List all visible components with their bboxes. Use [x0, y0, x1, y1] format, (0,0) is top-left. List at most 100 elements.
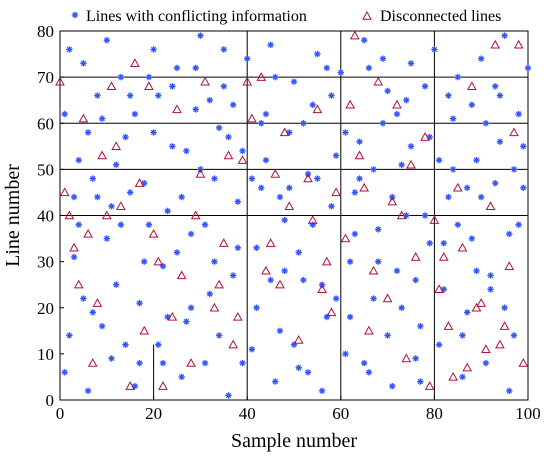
conflicting-point [501, 32, 508, 39]
conflicting-point [248, 346, 256, 353]
conflicting-point [473, 156, 480, 164]
conflicting-point [407, 143, 415, 150]
disconnected-point [176, 270, 187, 280]
conflicting-point [178, 373, 185, 381]
x-tick-label: 40 [239, 404, 256, 423]
disconnected-point [64, 210, 75, 220]
conflicting-point [127, 189, 134, 196]
disconnected-point [312, 104, 323, 114]
conflicting-point [440, 239, 447, 247]
disconnected-point [373, 76, 384, 86]
conflicting-point [370, 295, 377, 302]
conflicting-point [206, 290, 213, 298]
conflicting-point [290, 341, 298, 348]
disconnected-point [261, 265, 271, 275]
disconnected-point [158, 381, 168, 390]
disconnected-point [195, 168, 206, 178]
disconnected-point [504, 261, 515, 270]
conflicting-point [281, 267, 288, 275]
conflicting-point [192, 64, 199, 72]
legend-label-conflicting: Lines with conflicting information [86, 8, 307, 25]
conflicting-point [346, 258, 354, 265]
conflicting-point [197, 32, 204, 39]
disconnected-point [429, 215, 440, 224]
conflicting-point [187, 230, 195, 238]
disconnected-point [172, 104, 182, 114]
disconnected-point [97, 150, 107, 160]
conflicting-point [384, 87, 391, 95]
y-tick-label: 60 [37, 114, 54, 133]
conflicting-point [276, 193, 284, 201]
disconnected-point [499, 321, 510, 330]
conflicting-point [492, 180, 499, 187]
disconnected-point [387, 196, 398, 206]
conflicting-point [225, 133, 232, 141]
conflicting-point [192, 106, 199, 113]
disconnected-point [518, 358, 529, 367]
conflicting-point [487, 272, 494, 279]
conflicting-point [478, 193, 485, 201]
conflicting-point [61, 110, 68, 118]
conflicting-point [351, 230, 359, 238]
conflicting-point [304, 369, 312, 376]
conflicting-point [426, 239, 433, 247]
conflicting-point [155, 92, 162, 99]
conflicting-point [403, 96, 410, 104]
conflicting-point [127, 92, 134, 99]
conflicting-point [356, 138, 363, 145]
conflicting-point [510, 332, 518, 339]
conflicting-point [131, 110, 139, 118]
conflicting-point [281, 216, 288, 224]
conflicting-point [169, 83, 176, 90]
disconnected-point [111, 141, 122, 151]
disconnected-point [420, 132, 430, 141]
disconnected-point [345, 99, 356, 109]
conflicting-point [482, 120, 490, 127]
disconnected-point [59, 187, 70, 197]
conflicting-point [98, 115, 106, 122]
conflicting-point [84, 387, 92, 394]
conflicting-point [463, 184, 471, 192]
conflicting-point [435, 156, 443, 164]
disconnected-point [364, 325, 374, 335]
conflicting-point [150, 46, 157, 53]
conflicting-point [496, 138, 504, 145]
disconnected-point [167, 311, 178, 321]
disconnected-point [83, 228, 93, 238]
conflicting-point [492, 83, 499, 90]
conflicting-point [75, 156, 82, 164]
conflicting-point [159, 359, 167, 367]
disconnected-point [509, 127, 519, 137]
x-axis-title: Sample number [231, 430, 357, 452]
y-tick-label: 30 [37, 253, 54, 272]
conflicting-point [515, 110, 522, 118]
conflicting-point [234, 198, 242, 205]
legend-label-disconnected: Disconnected lines [380, 8, 501, 25]
conflicting-point [183, 318, 190, 325]
y-axis-title: Line number [2, 164, 24, 267]
conflicting-point [501, 304, 508, 311]
plot-area [55, 30, 532, 401]
conflicting-point [520, 143, 527, 150]
disconnected-point [359, 182, 370, 192]
disconnected-point [279, 127, 290, 137]
conflicting-point [506, 230, 513, 238]
conflicting-point [417, 378, 424, 385]
conflicting-point [98, 323, 106, 330]
disconnected-point [448, 371, 458, 381]
conflicting-point [215, 124, 223, 132]
conflicting-point [169, 143, 176, 150]
conflicting-point [435, 341, 443, 348]
series-conflicting [61, 32, 532, 399]
conflicting-point [356, 175, 363, 182]
conflicting-point [66, 332, 73, 339]
conflicting-point [290, 78, 298, 85]
y-tick-label: 0 [46, 391, 55, 410]
conflicting-point [384, 332, 391, 339]
disconnected-point [275, 279, 285, 289]
conflicting-point [454, 221, 461, 228]
conflicting-point [145, 73, 153, 81]
conflicting-point [379, 55, 387, 62]
conflicting-point [393, 267, 401, 275]
